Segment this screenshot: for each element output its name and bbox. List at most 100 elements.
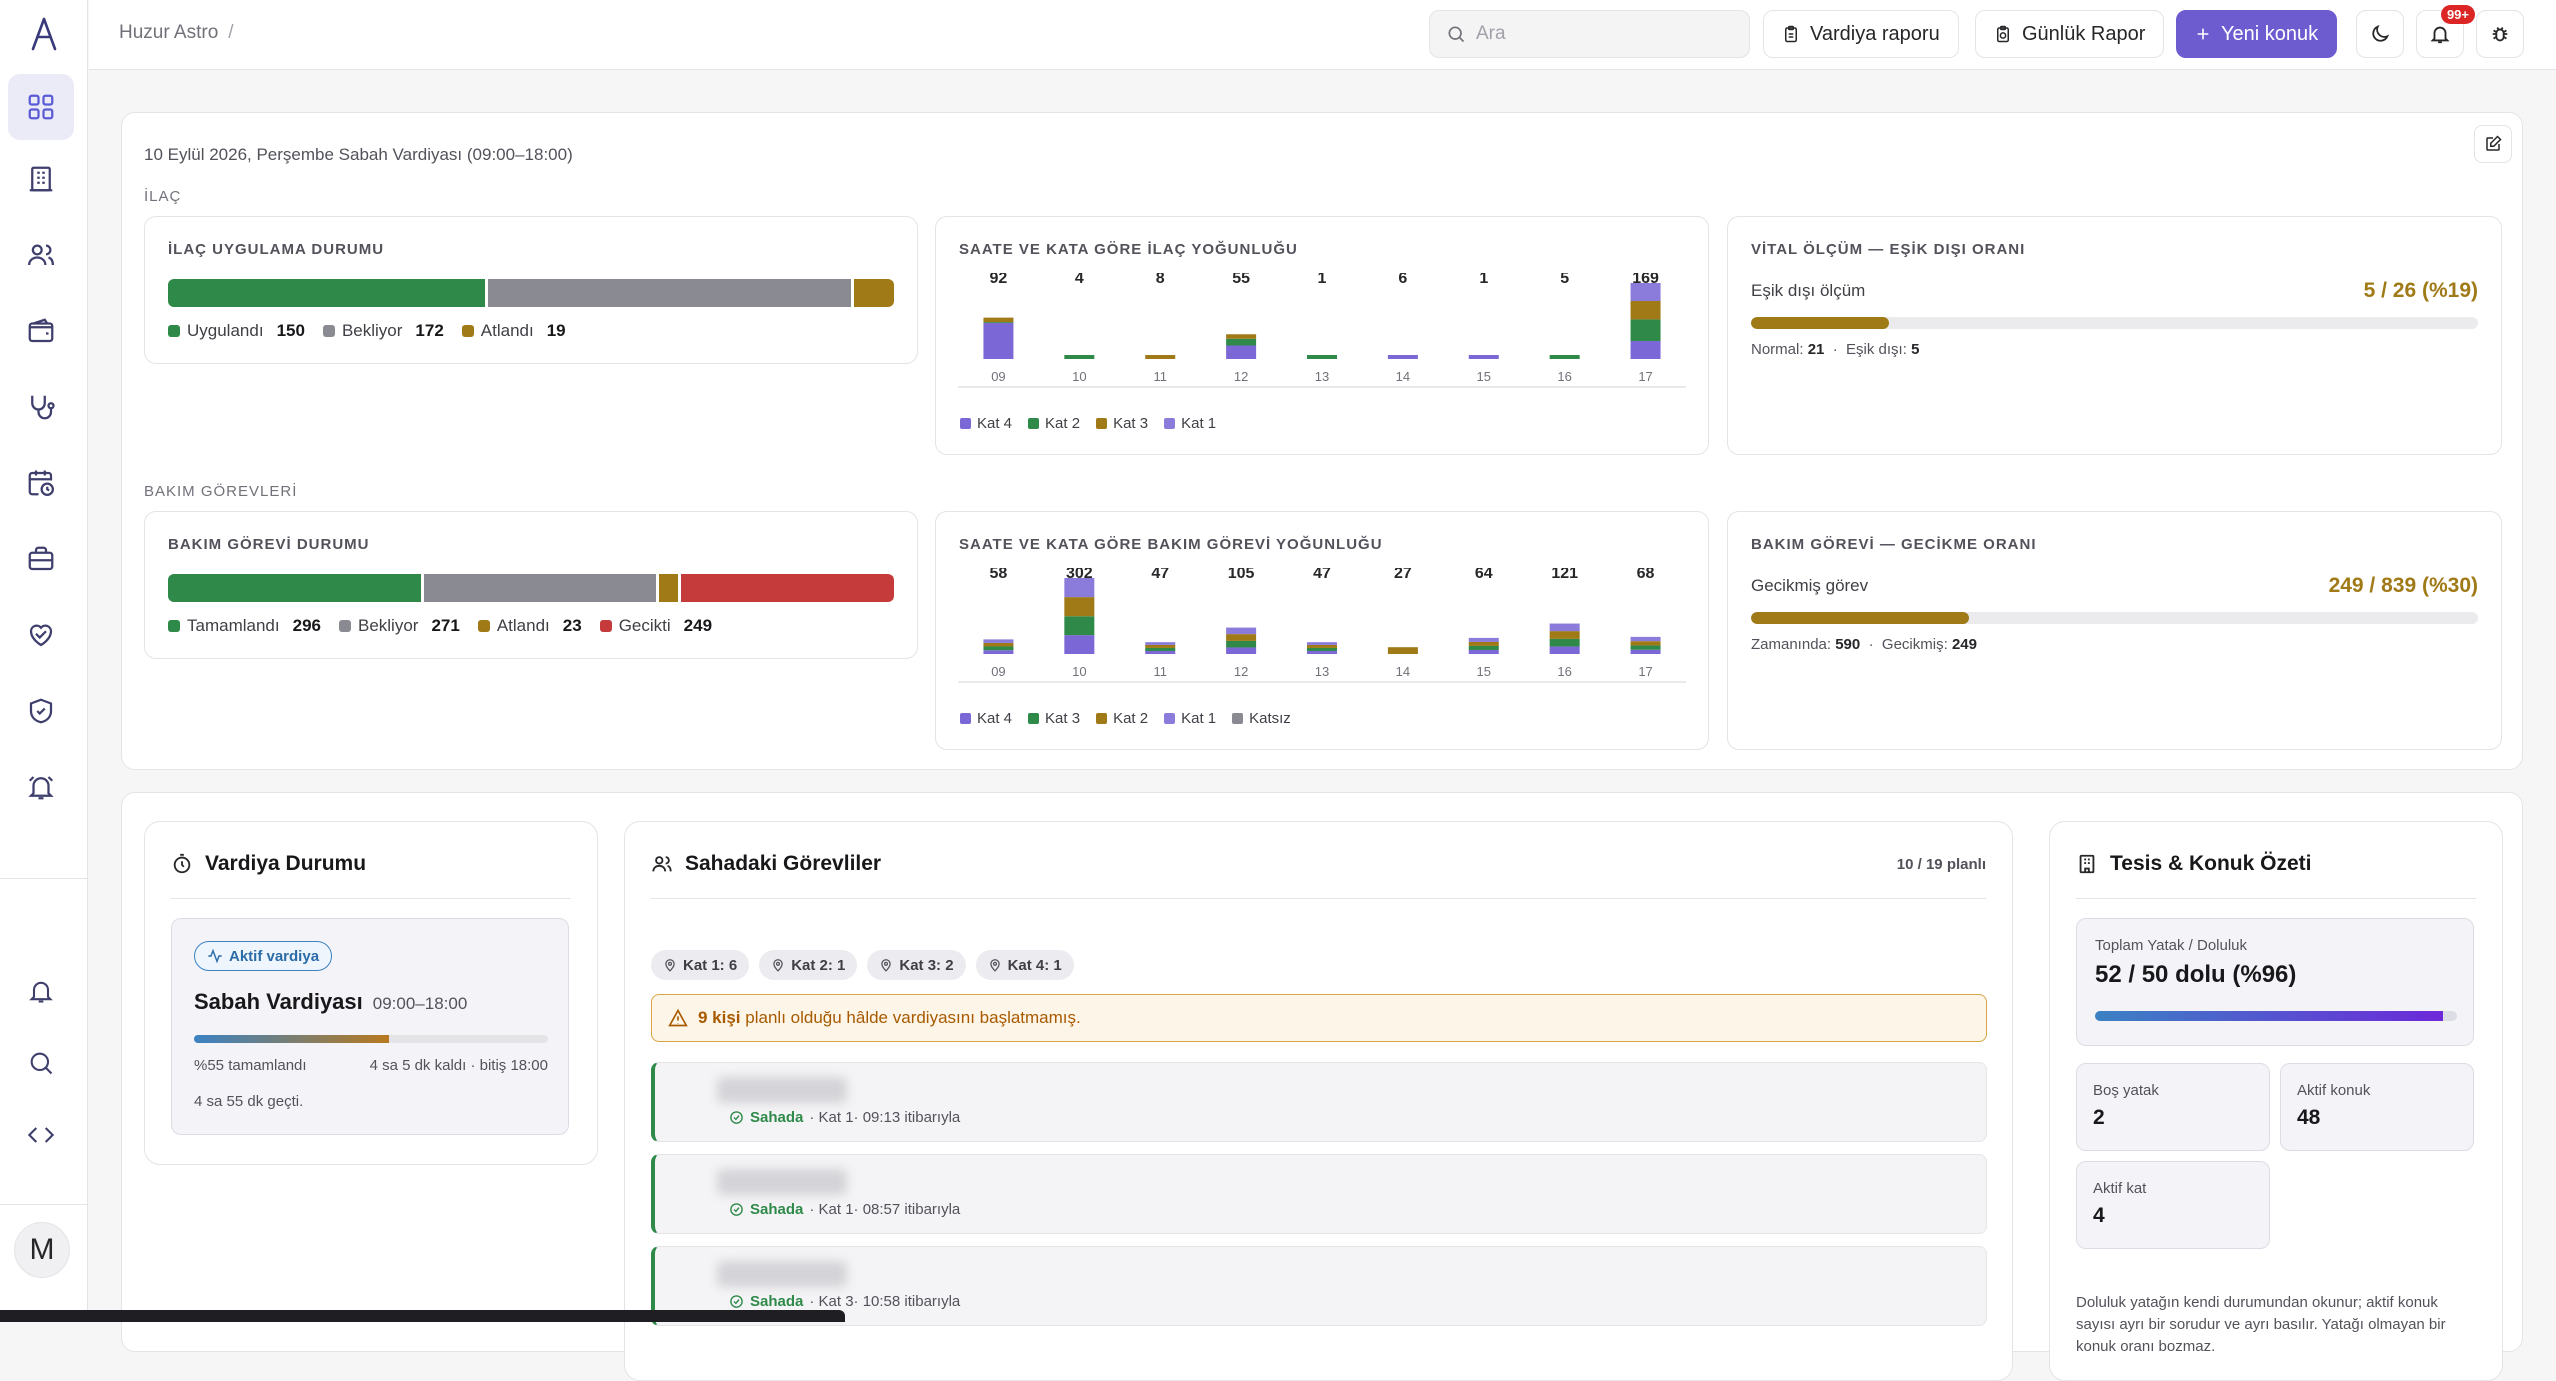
status-segment-0 — [168, 574, 421, 602]
daily-report-button[interactable]: Günlük Rapor — [1975, 10, 2165, 58]
delay-ratio-track — [1751, 612, 2478, 624]
bar-segment-15-3[interactable] — [1468, 637, 1499, 642]
bar-segment-10-1[interactable] — [1064, 616, 1095, 636]
bar-segment-16-1[interactable] — [1549, 638, 1580, 647]
chart-legend-label: Kat 3 — [1113, 415, 1149, 432]
bar-segment-11-2[interactable] — [1145, 644, 1176, 648]
nav-wallet-icon[interactable] — [8, 298, 74, 364]
bar-segment-13-1[interactable] — [1307, 647, 1337, 651]
bar-segment-16-3[interactable] — [1549, 623, 1580, 632]
bar-segment-10-2[interactable] — [1064, 597, 1095, 617]
med-status-title: İLAÇ UYGULAMA DURUMU — [168, 241, 385, 258]
nav-stethoscope-icon[interactable] — [8, 374, 74, 440]
bar-segment-10-3[interactable] — [1064, 578, 1095, 598]
nav-heart-handshake-icon[interactable] — [8, 602, 74, 668]
edit-layout-button[interactable] — [2474, 125, 2512, 163]
bar-segment-15-1[interactable] — [1468, 645, 1499, 650]
search-box[interactable] — [1429, 10, 1750, 58]
bar-segment-09-1[interactable] — [983, 322, 1014, 324]
dark-mode-button[interactable] — [2356, 10, 2404, 58]
debug-button[interactable] — [2476, 10, 2524, 58]
bar-segment-13-0[interactable] — [1307, 650, 1337, 654]
floor-chip[interactable]: Kat 4: 1 — [975, 950, 1074, 980]
bar-segment-13-2[interactable] — [1307, 644, 1337, 648]
new-resident-button[interactable]: Yeni konuk — [2176, 10, 2338, 58]
nav-calendar-clock-icon[interactable] — [8, 450, 74, 516]
bar-segment-15-0[interactable] — [1468, 649, 1499, 654]
bar-segment-13-1[interactable] — [1307, 355, 1337, 359]
bar-segment-17-3[interactable] — [1630, 636, 1661, 642]
bar-segment-16-2[interactable] — [1549, 631, 1580, 639]
bar-segment-12-0[interactable] — [1226, 345, 1257, 359]
bar-segment-17-1[interactable] — [1630, 645, 1661, 650]
legend-swatch — [477, 620, 490, 632]
bar-segment-12-2[interactable] — [1226, 334, 1257, 339]
bar-segment-10-0[interactable] — [1064, 635, 1095, 654]
bar-segment-15-0[interactable] — [1468, 355, 1499, 359]
bar-segment-09-3[interactable] — [983, 639, 1014, 643]
search-icon — [1448, 26, 1465, 43]
breadcrumb-home[interactable]: Huzur Astro — [119, 22, 219, 43]
bar-segment-17-2[interactable] — [1630, 300, 1661, 320]
bar-segment-17-3[interactable] — [1630, 283, 1661, 301]
bar-segment-09-0[interactable] — [983, 650, 1014, 654]
bar-segment-12-2[interactable] — [1226, 634, 1257, 641]
nav-shield-check-icon[interactable] — [8, 678, 74, 744]
bar-segment-14-2[interactable] — [1387, 647, 1418, 654]
bar-segment-13-3[interactable] — [1307, 642, 1337, 645]
bar-segment-17-0[interactable] — [1630, 649, 1661, 654]
chart-legend-item: Kat 4 — [960, 710, 1012, 727]
bar-segment-09-1[interactable] — [983, 646, 1014, 651]
staff-row[interactable]: Sahada · Kat 1· 09:13 itibarıyla — [651, 1062, 1987, 1142]
user-avatar[interactable]: M — [14, 1222, 70, 1278]
staff-row[interactable]: Sahada · Kat 1· 08:57 itibarıyla — [651, 1154, 1987, 1234]
notifications-button[interactable]: 99+ — [2416, 5, 2475, 58]
shift-remaining: 4 sa 5 dk kaldı · bitiş 18:00 — [369, 1057, 548, 1074]
bar-segment-16-0[interactable] — [1549, 646, 1580, 654]
bar-segment-17-1[interactable] — [1630, 319, 1661, 342]
bar-segment-09-2[interactable] — [983, 642, 1014, 647]
bar-segment-11-2[interactable] — [1145, 355, 1176, 359]
staff-row[interactable]: Sahada · Kat 3· 10:58 itibarıyla — [651, 1246, 1987, 1326]
bar-segment-10-1[interactable] — [1064, 355, 1095, 359]
nav-alarm-icon[interactable] — [8, 754, 74, 820]
occupancy-fill — [2095, 1011, 2443, 1021]
sidebar: M — [0, 0, 88, 1322]
nav-dashboard-icon[interactable] — [8, 74, 74, 140]
bar-segment-11-0[interactable] — [1145, 650, 1176, 654]
shift-name: Sabah Vardiyası 09:00–18:00 — [194, 989, 467, 1015]
bar-segment-12-0[interactable] — [1226, 647, 1257, 654]
bar-segment-12-3[interactable] — [1226, 627, 1257, 635]
hour-tick-label: 17 — [1638, 664, 1652, 679]
nav-briefcase-icon[interactable] — [8, 526, 74, 592]
delay-ratio-breakdown: Zamanında: 590 · Gecikmiş: 249 — [1751, 636, 1977, 653]
bar-segment-11-1[interactable] — [1145, 647, 1176, 651]
empty-bed-value: 2 — [2093, 1106, 2105, 1129]
floor-chip[interactable]: Kat 2: 1 — [759, 950, 858, 980]
brand-logo[interactable] — [24, 14, 64, 54]
bar-segment-17-0[interactable] — [1630, 341, 1661, 359]
floor-chip[interactable]: Kat 1: 6 — [651, 950, 750, 980]
search-input[interactable] — [1476, 23, 1726, 45]
shift-report-button[interactable]: Vardiya raporu — [1763, 10, 1959, 58]
hour-tick-label: 13 — [1315, 369, 1329, 384]
nav-code-icon[interactable] — [8, 1102, 74, 1168]
bar-segment-11-3[interactable] — [1145, 642, 1176, 645]
bar-segment-17-2[interactable] — [1630, 641, 1661, 646]
horizontal-scrollbar[interactable] — [0, 1310, 845, 1322]
delay-ratio-fill — [1751, 612, 1970, 624]
bar-segment-14-0[interactable] — [1387, 355, 1418, 359]
bar-segment-16-1[interactable] — [1549, 355, 1580, 359]
bar-segment-15-2[interactable] — [1468, 641, 1499, 646]
bar-segment-12-1[interactable] — [1226, 640, 1257, 648]
nav-bell-icon[interactable] — [8, 958, 74, 1024]
nav-search-icon[interactable] — [8, 1030, 74, 1096]
floor-chip[interactable]: Kat 3: 2 — [867, 950, 966, 980]
bar-total-label: 1 — [1479, 273, 1488, 287]
nav-building-icon[interactable] — [8, 146, 74, 212]
vital-ratio-card: VİTAL ÖLÇÜM — EŞİK DIŞI ORANI Eşik dışı … — [1727, 216, 2502, 455]
bar-segment-12-1[interactable] — [1226, 338, 1257, 346]
bar-segment-09-2[interactable] — [983, 317, 1014, 323]
bar-segment-09-0[interactable] — [983, 323, 1014, 359]
nav-users-icon[interactable] — [8, 222, 74, 288]
